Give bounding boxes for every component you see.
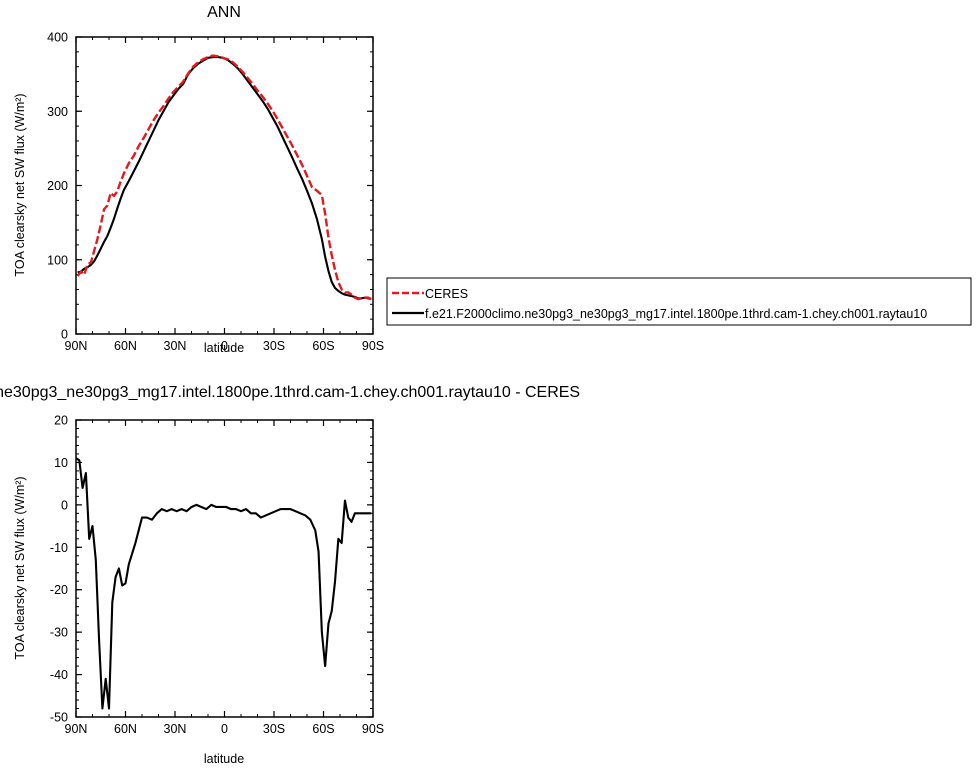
bottom-y-tick-label: -40 [50, 668, 68, 682]
top-x-tick-label: 0 [221, 339, 228, 353]
top-x-tick-label: 90N [65, 339, 88, 353]
bottom-x-tick-label: 30N [164, 722, 187, 736]
bottom-series-line-model [75, 457, 372, 710]
top-plot-frame [75, 36, 374, 335]
legend-box [386, 277, 972, 326]
bottom-y-tick-label: -30 [50, 626, 68, 640]
bottom-y-tick-label: -10 [50, 541, 68, 555]
bottom-y-tick-label: 10 [54, 456, 68, 470]
bottom-chart-title: f.e21.F2000climo.ne30pg3_ne30pg3_mg17.in… [0, 384, 580, 401]
top-x-tick-label: 60S [312, 339, 334, 353]
top-y-tick-label: 0 [61, 328, 68, 342]
bottom-x-tick-label: 90S [362, 722, 384, 736]
bottom-x-tick-label: 60S [312, 722, 334, 736]
top-x-tick-label: 60N [114, 339, 137, 353]
bottom-x-tick-label: 60N [114, 722, 137, 736]
legend-label-ceres: CERES [425, 287, 468, 301]
bottom-x-axis-label: latitude [204, 752, 244, 766]
top-y-axis-label: TOA clearsky net SW flux (W/m²) [13, 93, 27, 276]
top-chart-title: ANN [207, 4, 241, 21]
top-x-tick-label: 90S [362, 339, 384, 353]
bottom-y-tick-label: 20 [54, 414, 68, 428]
bottom-y-ticks: -50 -40 -30 -20 -10 0 10 20 [50, 414, 373, 725]
top-y-ticks: 0 100 200 300 400 [47, 31, 373, 342]
bottom-panel: f.e21.F2000climo.ne30pg3_ne30pg3_mg17.in… [0, 384, 580, 766]
legend-label-model: f.e21.F2000climo.ne30pg3_ne30pg3_mg17.in… [425, 307, 927, 321]
top-series-line-ceres [76, 54, 372, 301]
top-y-tick-label: 400 [47, 31, 68, 45]
legend: CERES f.e21.F2000climo.ne30pg3_ne30pg3_m… [386, 277, 972, 326]
top-x-tick-label: 30S [263, 339, 285, 353]
bottom-series [75, 457, 372, 710]
top-panel: ANN TOA clearsky net SW flux (W/m²) lati… [13, 4, 384, 355]
bottom-y-axis-label: TOA clearsky net SW flux (W/m²) [13, 476, 27, 659]
bottom-x-tick-label: 30S [263, 722, 285, 736]
bottom-plot-frame [75, 419, 374, 718]
bottom-x-tick-label: 0 [221, 722, 228, 736]
top-x-axis-label: latitude [204, 341, 244, 355]
bottom-x-ticks: 90N 60N 30N 0 30S 60S 90S [65, 420, 384, 736]
top-x-tick-label: 30N [164, 339, 187, 353]
top-y-tick-label: 200 [47, 179, 68, 193]
bottom-x-tick-label: 90N [65, 722, 88, 736]
bottom-y-tick-label: -20 [50, 583, 68, 597]
top-series [76, 54, 372, 301]
top-y-tick-label: 300 [47, 105, 68, 119]
bottom-y-tick-label: 0 [61, 498, 68, 512]
top-x-ticks: 90N 60N 30N 0 30S 60S 90S [65, 37, 384, 353]
bottom-y-tick-label: -50 [50, 711, 68, 725]
top-y-tick-label: 100 [47, 253, 68, 267]
